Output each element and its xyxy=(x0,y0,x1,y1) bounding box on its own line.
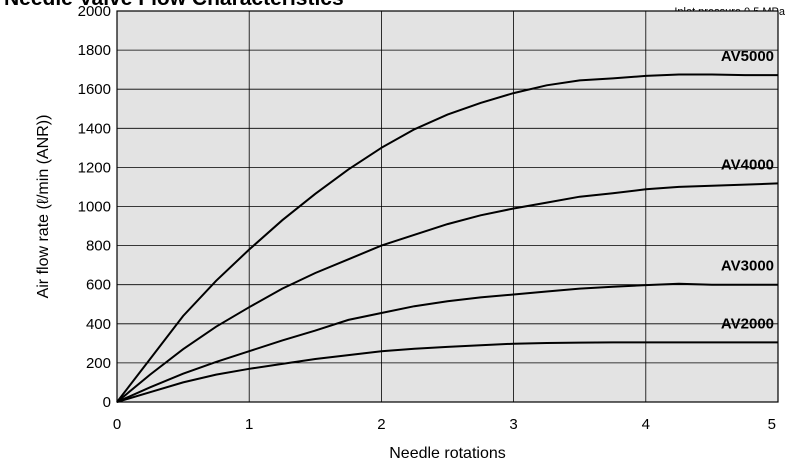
tick-labels: 0 200 400 600 800 1000 1200 1400 1600 1800 2000 0 1 2… xyxy=(78,3,776,433)
series-line-av2000 xyxy=(116,341,778,403)
x-tick-label: 5 xyxy=(768,416,776,433)
series-line-av3000 xyxy=(116,282,778,403)
x-tick-label: 2 xyxy=(377,416,385,433)
y-tick-label: 1400 xyxy=(78,120,111,137)
y-tick-label: 600 xyxy=(86,277,111,294)
x-tick-label: 4 xyxy=(642,416,650,433)
y-axis-label: Air flow rate (ℓ/min (ANR)) xyxy=(35,115,52,299)
series-line-av5000 xyxy=(116,73,778,403)
y-tick-label: 800 xyxy=(86,238,111,255)
x-tick-label: 0 xyxy=(113,416,121,433)
series-label-av2000: AV2000 xyxy=(721,315,774,332)
x-tick-label: 1 xyxy=(245,416,253,433)
chart-title: Needle Valve Flow Characteristics xyxy=(4,0,344,10)
series-label-av4000: AV4000 xyxy=(721,156,774,173)
x-tick-label: 3 xyxy=(509,416,517,433)
y-tick-label: 1200 xyxy=(78,159,111,176)
series-label-av5000: AV5000 xyxy=(721,48,774,65)
y-tick-label: 2000 xyxy=(78,3,111,20)
y-tick-label: 1800 xyxy=(78,42,111,59)
series-line-av4000 xyxy=(116,182,779,403)
plot-frame xyxy=(116,10,779,403)
y-tick-label: 200 xyxy=(86,355,111,372)
y-tick-label: 400 xyxy=(86,316,111,333)
y-tick-label: 0 xyxy=(103,394,111,411)
series-labels: AV5000 AV4000 AV3000 AV2000 xyxy=(721,48,774,332)
y-tick-label: 1600 xyxy=(78,81,111,98)
series-lines xyxy=(116,73,779,403)
x-axis-label: Needle rotations xyxy=(389,445,506,462)
series-label-av3000: AV3000 xyxy=(721,258,774,275)
y-tick-label: 1000 xyxy=(78,199,111,216)
